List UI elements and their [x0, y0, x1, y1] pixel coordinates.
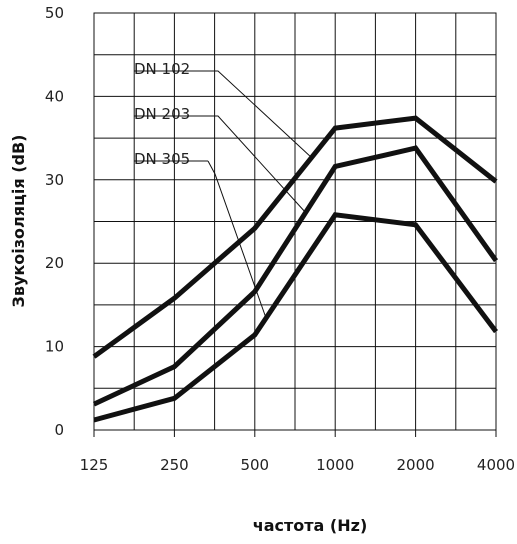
y-tick-label: 0 — [54, 421, 64, 439]
series-leader-line — [208, 115, 307, 214]
x-tick-label: 2000 — [397, 456, 435, 474]
series-leader-line — [207, 160, 267, 319]
x-tick-label: 125 — [80, 456, 109, 474]
x-ticks: 125 250 500 1000 2000 4000 — [80, 456, 515, 474]
y-tick-label: 30 — [45, 171, 64, 189]
series-label-2: DN 203 — [134, 105, 190, 123]
series-leader-line — [208, 70, 313, 159]
series-line-2 — [92, 145, 499, 407]
plot-frame — [93, 12, 497, 431]
series-group — [92, 115, 499, 423]
y-tick-label: 50 — [45, 4, 64, 22]
y-ticks: 0 10 20 30 40 50 — [45, 4, 64, 439]
y-tick-label: 40 — [45, 87, 64, 105]
series-labels: DN 102 DN 203 DN 305 — [134, 60, 313, 319]
x-tick-label: 1000 — [316, 456, 354, 474]
x-axis-title: частота (Hz) — [253, 516, 368, 535]
series-line-1 — [92, 115, 498, 359]
y-axis-title: Звукоізоляція (dB) — [9, 135, 28, 308]
y-tick-label: 10 — [45, 338, 64, 356]
series-line-3 — [93, 212, 498, 423]
y-tick-label: 20 — [45, 254, 64, 272]
series-label-1: DN 102 — [134, 60, 190, 78]
x-tick-label: 4000 — [477, 456, 515, 474]
x-tick-label: 250 — [160, 456, 189, 474]
series-label-3: DN 305 — [134, 150, 190, 168]
x-tick-label: 500 — [240, 456, 269, 474]
